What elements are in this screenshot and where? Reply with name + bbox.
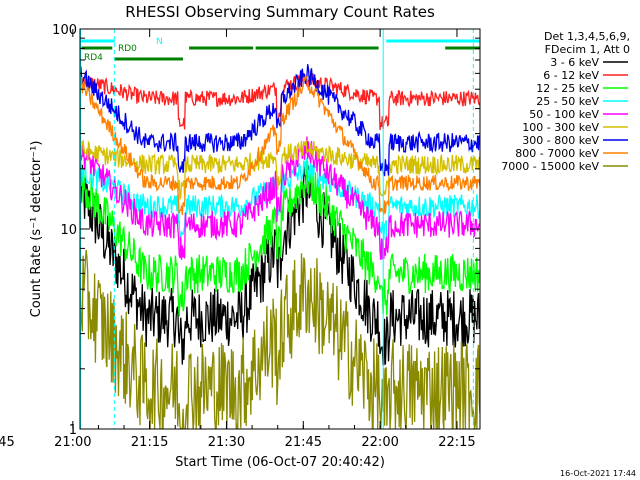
x-tick-label-6: 22:15 (438, 435, 475, 450)
plot-content: N RD0 RD4 (80, 29, 480, 429)
legend-label-0: 3 - 6 keV (550, 56, 599, 69)
legend-label-4: 50 - 100 keV (529, 108, 599, 121)
x-tick-label-1: 21:00 (54, 435, 91, 450)
series-line-4 (80, 136, 480, 261)
legend-label-6: 300 - 800 keV (522, 134, 599, 147)
y-tick-label-0: 1 (69, 423, 77, 438)
date-stamp: 16-Oct-2021 17:44 (560, 469, 636, 478)
series-line-2 (80, 159, 480, 317)
x-tick-label-2: 21:15 (131, 435, 168, 450)
legend-label-1: 6 - 12 keV (543, 69, 599, 82)
y-axis-label: Count Rate (s⁻¹ detector⁻¹) (29, 141, 44, 318)
legend-header-1: FDecim 1, Att 0 (545, 43, 630, 56)
legend-label-8: 7000 - 15000 keV (501, 160, 599, 173)
legend-header-0: Det 1,3,4,5,6,9, (544, 30, 630, 43)
series-line-6 (80, 64, 480, 177)
x-tick-label-0: 20:45 (0, 435, 15, 450)
series-line-8 (80, 249, 480, 429)
series-line-7 (80, 75, 480, 216)
x-tick-label-4: 21:45 (285, 435, 322, 450)
flag-label-rd4: RD4 (84, 53, 103, 63)
legend: Det 1,3,4,5,6,9,FDecim 1, Att 03 - 6 keV… (501, 30, 630, 173)
y-tick-label-1: 10 (60, 223, 77, 238)
chart-title: RHESSI Observing Summary Count Rates (125, 3, 435, 21)
legend-label-3: 25 - 50 keV (536, 95, 599, 108)
y-axis: 1 10 100 (52, 23, 480, 438)
legend-label-7: 800 - 7000 keV (515, 147, 599, 160)
x-axis-label: Start Time (06-Oct-07 20:40:42) (175, 455, 385, 470)
y-tick-label-2: 100 (52, 23, 77, 38)
flag-label-n: N (156, 37, 163, 47)
legend-label-5: 100 - 300 keV (522, 121, 599, 134)
x-tick-label-3: 21:30 (208, 435, 245, 450)
series-line-1 (80, 72, 480, 131)
flag-label-rd0: RD0 (118, 44, 137, 54)
series-line-5 (80, 139, 480, 200)
x-tick-label-5: 22:00 (361, 435, 398, 450)
x-axis: 20:45 21:00 21:15 21:30 21:45 22:00 22:15 (0, 29, 476, 450)
legend-label-2: 12 - 25 keV (536, 82, 599, 95)
